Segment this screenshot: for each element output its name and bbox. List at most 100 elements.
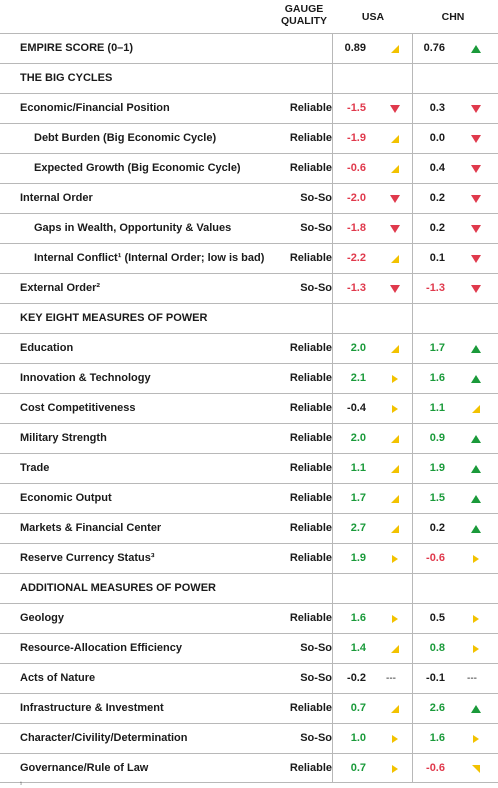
chn-score: 2.6 — [429, 702, 445, 714]
chn-score: 1.1 — [429, 402, 445, 414]
chn-score: 1.7 — [429, 342, 445, 354]
row-label: Infrastructure & Investment — [20, 702, 164, 714]
table-row: Internal Conflict¹ (Internal Order; low … — [0, 243, 498, 273]
gauge-quality: Reliable — [289, 762, 332, 774]
chn-score: 0.2 — [429, 522, 445, 534]
usa-score: 2.0 — [350, 342, 366, 354]
chn-score: 0.5 — [429, 612, 445, 624]
table-row: EMPIRE SCORE (0–1) 0.89 0.76 — [0, 33, 498, 63]
gauge-quality: Reliable — [289, 252, 332, 264]
gauge-quality: Reliable — [289, 342, 332, 354]
trend-slight-up-icon — [390, 705, 400, 713]
footnote: ¹ — [20, 782, 22, 788]
gauge-quality: Reliable — [289, 372, 332, 384]
trend-up-icon — [471, 435, 481, 443]
gauge-quality: Reliable — [289, 612, 332, 624]
chn-score: 1.6 — [429, 732, 445, 744]
trend-flat-icon — [390, 555, 400, 563]
section-header-row: KEY EIGHT MEASURES OF POWER — [0, 303, 498, 333]
table-row: Education Reliable 2.0 1.7 — [0, 333, 498, 363]
gauge-quality: So-So — [300, 672, 332, 684]
usa-score: -2.2 — [347, 252, 366, 264]
trend-slight-up-icon — [390, 165, 400, 173]
section-title: KEY EIGHT MEASURES OF POWER — [20, 312, 208, 324]
section-title: ADDITIONAL MEASURES OF POWER — [20, 582, 216, 594]
row-label: Resource-Allocation Efficiency — [20, 642, 182, 654]
trend-down-icon — [390, 285, 400, 293]
row-label: Expected Growth (Big Economic Cycle) — [34, 162, 241, 174]
gauge-quality: So-So — [300, 732, 332, 744]
gauge-quality: Reliable — [289, 432, 332, 444]
table-row: Infrastructure & Investment Reliable 0.7 2.… — [0, 693, 498, 723]
row-label: Governance/Rule of Law — [20, 762, 149, 774]
trend-up-icon — [471, 525, 481, 533]
row-label: Economic/Financial Position — [20, 102, 170, 114]
trend-up-icon — [471, 345, 481, 353]
trend-flat-icon — [471, 555, 481, 563]
chn-score: 1.5 — [429, 492, 445, 504]
trend-down-icon — [471, 195, 481, 203]
gauge-quality: Reliable — [289, 462, 332, 474]
usa-score: 1.1 — [350, 462, 366, 474]
trend-up-icon — [471, 375, 481, 383]
trend-slight-up-icon — [390, 495, 400, 503]
table-row: Economic Output Reliable 1.7 1.5 — [0, 483, 498, 513]
trend-flat-icon — [390, 615, 400, 623]
trend-flat-icon — [390, 765, 400, 773]
row-label: Innovation & Technology — [20, 372, 151, 384]
usa-score: 1.9 — [350, 552, 366, 564]
usa-score: 2.0 — [350, 432, 366, 444]
gauge-quality: Reliable — [289, 162, 332, 174]
chn-score: 0.76 — [423, 42, 445, 54]
gauge-quality: Reliable — [289, 132, 332, 144]
gauge-quality: So-So — [300, 642, 332, 654]
row-label: Geology — [20, 612, 65, 624]
chn-score: -0.1 — [426, 672, 445, 684]
usa-score: -1.3 — [347, 282, 366, 294]
row-label: Military Strength — [20, 432, 107, 444]
row-label: Character/Civility/Determination — [20, 732, 188, 744]
usa-score: -2.0 — [347, 192, 366, 204]
trend-flat-icon — [390, 735, 400, 743]
no-trend-dashes: --- — [467, 673, 477, 684]
chn-score: 0.2 — [429, 192, 445, 204]
table-row: Character/Civility/Determination So-So 1.0… — [0, 723, 498, 753]
gauge-quality-header: GAUGE QUALITY — [280, 3, 328, 27]
trend-flat-icon — [471, 615, 481, 623]
trend-down-icon — [471, 225, 481, 233]
trend-down-icon — [471, 165, 481, 173]
table-row: Economic/Financial Position Reliable -1.5 0… — [0, 93, 498, 123]
trend-slight-down-icon — [471, 765, 481, 773]
chn-score: 0.4 — [429, 162, 445, 174]
row-label: Markets & Financial Center — [20, 522, 162, 534]
gauge-quality: Reliable — [289, 492, 332, 504]
table-row: Reserve Currency Status³ Reliable 1.9 -0.6 — [0, 543, 498, 573]
trend-flat-icon — [471, 645, 481, 653]
trend-up-icon — [471, 705, 481, 713]
trend-slight-up-icon — [390, 135, 400, 143]
trend-flat-icon — [390, 375, 400, 383]
chn-score: -0.6 — [426, 552, 445, 564]
table-row: Expected Growth (Big Economic Cycle) Reli… — [0, 153, 498, 183]
row-label: Trade — [20, 462, 50, 474]
trend-down-icon — [471, 255, 481, 263]
section-header-row: ADDITIONAL MEASURES OF POWER — [0, 573, 498, 603]
table-row: Innovation & Technology Reliable 2.1 1.6 — [0, 363, 498, 393]
chn-score: 0.1 — [429, 252, 445, 264]
trend-down-icon — [390, 225, 400, 233]
trend-slight-up-icon — [390, 435, 400, 443]
trend-slight-up-icon — [390, 525, 400, 533]
row-label: Acts of Nature — [20, 672, 96, 684]
row-label: Internal Order — [20, 192, 93, 204]
trend-down-icon — [471, 105, 481, 113]
usa-score: 2.1 — [350, 372, 366, 384]
row-label: Debt Burden (Big Economic Cycle) — [34, 132, 217, 144]
usa-score: 1.0 — [350, 732, 366, 744]
trend-flat-icon — [390, 405, 400, 413]
chn-score: -0.6 — [426, 762, 445, 774]
trend-up-icon — [471, 45, 481, 53]
chn-score: 1.6 — [429, 372, 445, 384]
usa-score: -0.6 — [347, 162, 366, 174]
row-label: Internal Conflict¹ (Internal Order; low … — [34, 252, 265, 264]
trend-slight-up-icon — [390, 255, 400, 263]
